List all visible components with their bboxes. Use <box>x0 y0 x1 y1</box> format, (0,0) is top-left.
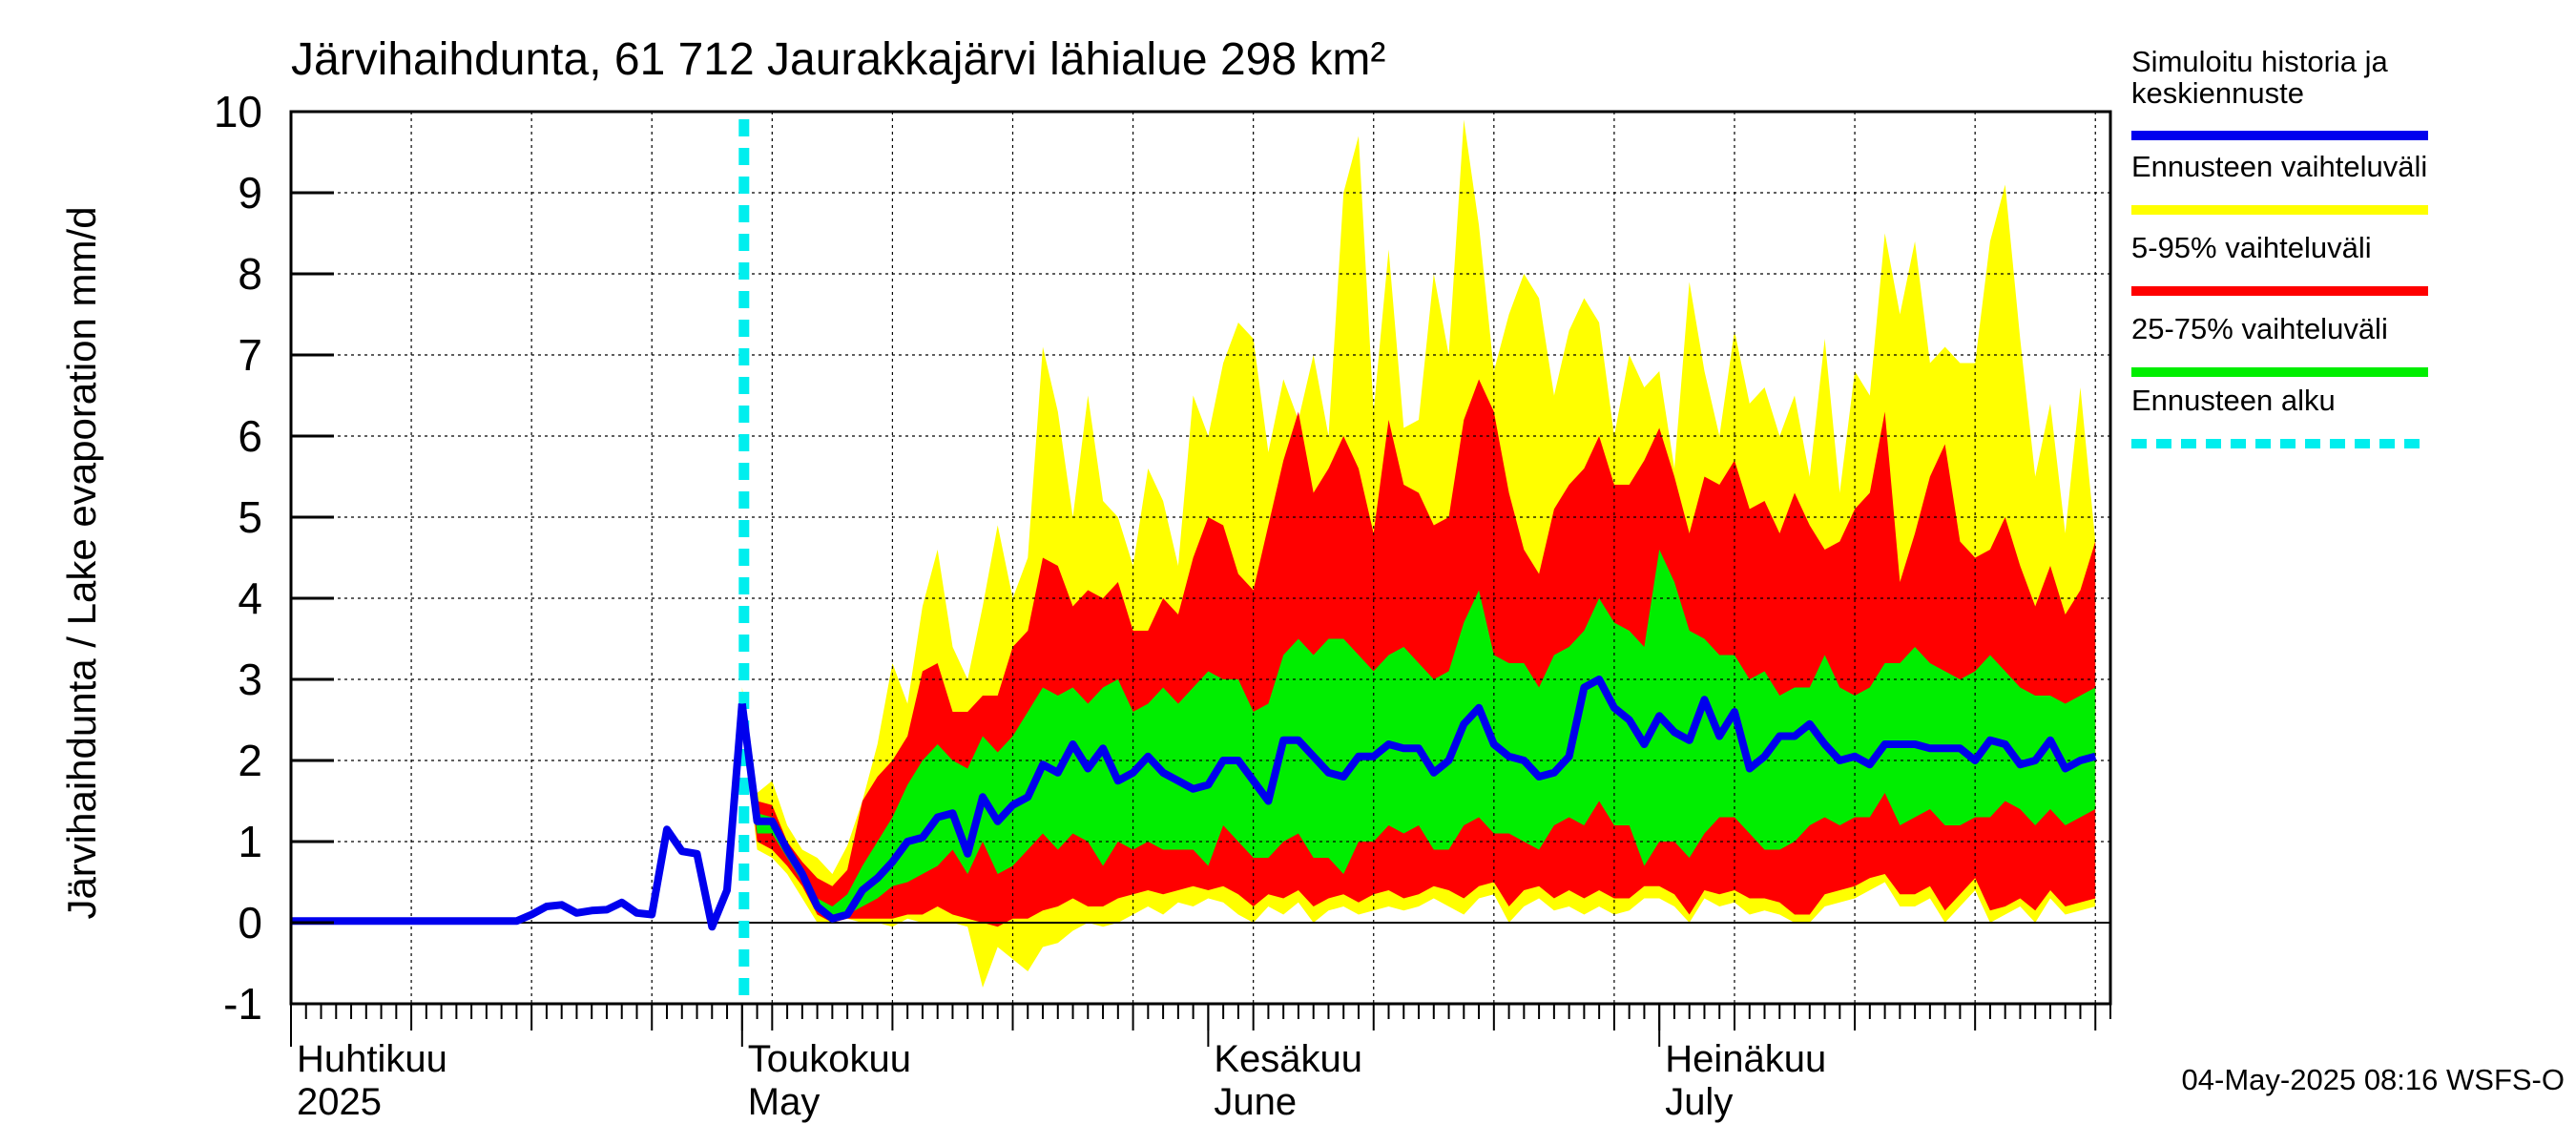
month-label-en: July <box>1665 1081 1733 1123</box>
y-axis: -1 0 1 2 3 4 5 6 7 8 9 10 <box>214 87 334 1029</box>
legend-label: Ennusteen vaihteluväli <box>2131 150 2427 183</box>
month-label-en: 2025 <box>297 1081 382 1123</box>
month-label-en: May <box>748 1081 821 1123</box>
chart-title: Järvihaihdunta, 61 712 Jaurakkajärvi läh… <box>291 34 1385 85</box>
y-tick-label: 3 <box>238 655 262 704</box>
y-tick-label: 1 <box>238 817 262 866</box>
y-tick-label: 4 <box>238 573 262 623</box>
legend-label: 5-95% vaihteluväli <box>2131 231 2372 264</box>
month-label-fi: Heinäkuu <box>1665 1038 1826 1080</box>
y-tick-label: 5 <box>238 492 262 542</box>
footer-timestamp: 04-May-2025 08:16 WSFS-O <box>2182 1063 2565 1096</box>
y-tick-label: 2 <box>238 736 262 785</box>
y-tick-label: 9 <box>238 168 262 218</box>
legend-label: Simuloitu historia ja <box>2131 45 2389 78</box>
y-tick-label: 0 <box>238 898 262 947</box>
month-label-fi: Kesäkuu <box>1214 1038 1362 1080</box>
mean-forecast-line <box>737 676 2097 923</box>
series-lines <box>291 119 2097 1004</box>
y-tick-label: 7 <box>238 330 262 380</box>
y-tick-label: 8 <box>238 249 262 299</box>
legend-label: Ennusteen alku <box>2131 384 2336 417</box>
y-axis-label: Järvihaihdunta / Lake evaporation mm/d <box>59 206 104 919</box>
grid <box>291 112 2110 1004</box>
month-label-en: June <box>1214 1081 1297 1123</box>
history-line <box>291 703 746 931</box>
legend-label-2: keskiennuste <box>2131 76 2304 110</box>
forecast-bands <box>741 119 2096 988</box>
month-label-fi: Huhtikuu <box>297 1038 447 1080</box>
y-tick-label: 6 <box>238 411 262 461</box>
legend-label: 25-75% vaihteluväli <box>2131 312 2388 345</box>
y-tick-label: 10 <box>214 87 262 136</box>
y-tick-label: -1 <box>223 979 262 1029</box>
band-25-75 <box>741 550 2096 919</box>
month-label-fi: Toukokuu <box>748 1038 911 1080</box>
plot-frame <box>289 110 2112 1006</box>
